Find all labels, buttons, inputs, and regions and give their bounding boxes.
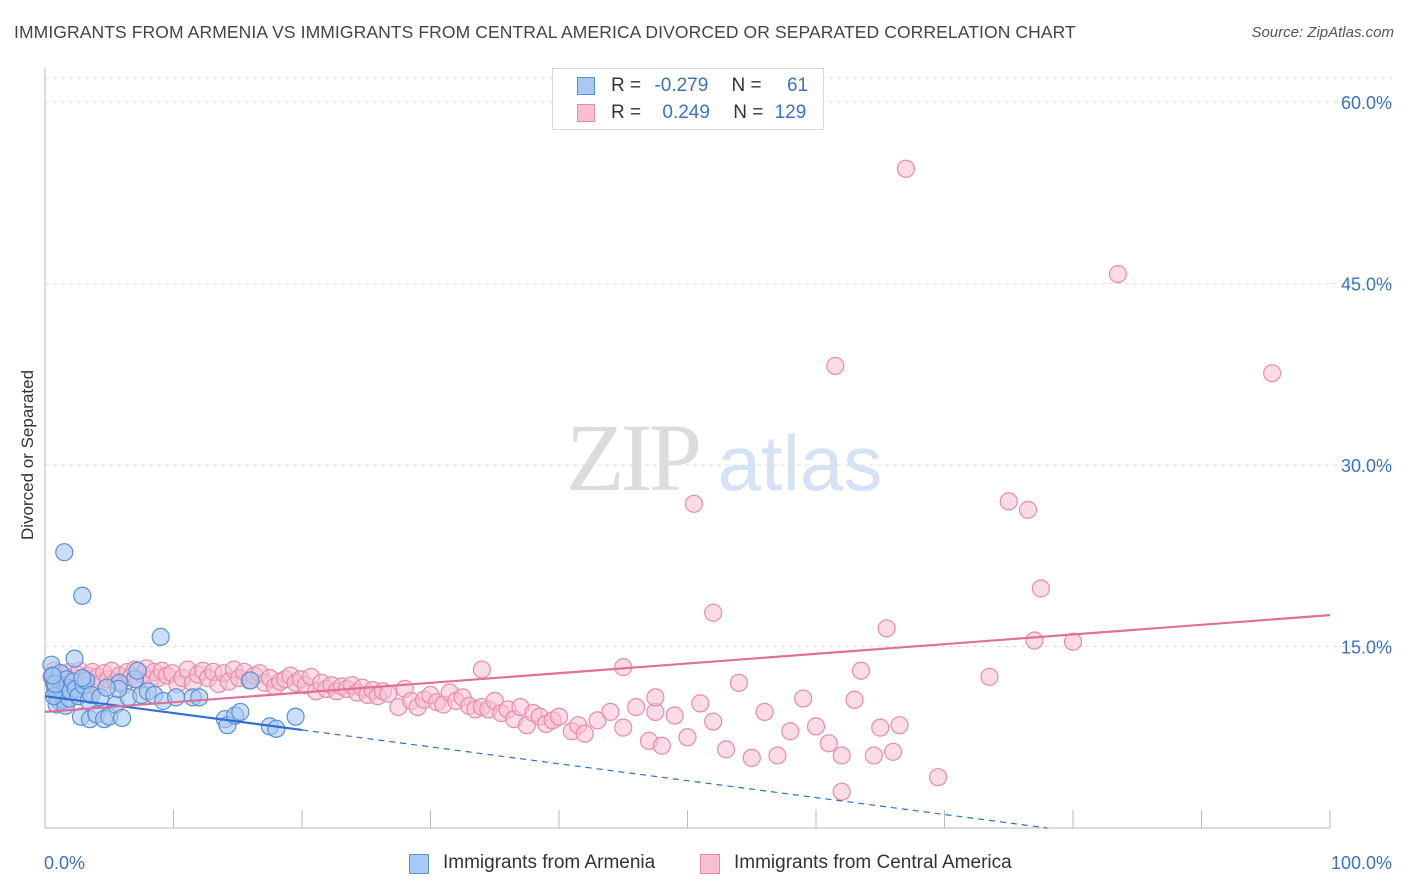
point-armenia xyxy=(128,661,147,680)
point-central-america xyxy=(575,724,594,743)
point-central-america xyxy=(1263,364,1282,383)
point-armenia xyxy=(43,666,62,685)
bottom-legend-label-central-america: Immigrants from Central America xyxy=(734,852,1012,873)
point-central-america xyxy=(928,768,948,787)
point-central-america xyxy=(646,688,665,707)
legend-swatch-central-america xyxy=(577,104,595,122)
bottom-legend-swatch-central-america xyxy=(700,854,720,874)
point-central-america xyxy=(729,673,749,692)
bottom-legend-swatch-armenia xyxy=(409,854,429,874)
point-central-america xyxy=(819,734,838,753)
point-central-america xyxy=(626,697,646,717)
point-armenia xyxy=(97,678,116,697)
point-central-america xyxy=(883,742,903,761)
point-central-america xyxy=(665,706,684,725)
point-central-america xyxy=(1108,264,1128,284)
y-tick-label: 45.0% xyxy=(1341,275,1392,295)
point-central-america xyxy=(1018,500,1038,519)
point-armenia xyxy=(231,702,250,721)
point-central-america xyxy=(832,782,851,801)
chart-title: IMMIGRANTS FROM ARMENIA VS IMMIGRANTS FR… xyxy=(14,22,1076,42)
grid-lines xyxy=(45,77,1392,648)
bottom-legend-label-armenia: Immigrants from Armenia xyxy=(443,852,656,873)
trend-line-armenia xyxy=(44,695,303,732)
legend-n-label: N = xyxy=(733,102,764,123)
point-armenia xyxy=(267,719,286,738)
point-central-america xyxy=(716,740,736,759)
series-armenia-points xyxy=(42,543,305,738)
point-armenia xyxy=(241,671,260,690)
point-central-america xyxy=(704,603,723,622)
point-central-america xyxy=(845,690,864,709)
x-tick-label-min: 0.0% xyxy=(44,853,85,873)
point-central-america xyxy=(684,494,704,513)
tick-labels: 15.0% 30.0% 45.0% 60.0% 0.0% 100.0% xyxy=(44,93,1392,873)
point-armenia xyxy=(73,586,92,605)
point-central-america xyxy=(999,492,1018,511)
y-axis-label: Divorced or Separated xyxy=(18,369,37,541)
y-tick-label: 30.0% xyxy=(1341,456,1392,476)
trend-lines xyxy=(44,614,1331,829)
point-central-america xyxy=(806,717,826,736)
point-central-america xyxy=(826,356,845,376)
point-central-america xyxy=(652,736,671,755)
point-armenia xyxy=(151,627,170,646)
legend-swatch-armenia xyxy=(577,77,595,95)
point-armenia xyxy=(55,543,74,562)
watermark-zip: ZIP xyxy=(566,404,699,511)
correlation-legend: R = -0.279 N = 61 R = 0.249 N = 129 xyxy=(552,68,824,130)
point-central-america xyxy=(614,718,633,737)
legend-n-label: N = xyxy=(731,75,762,96)
point-central-america xyxy=(781,722,800,741)
point-central-america xyxy=(1063,632,1083,651)
watermark: ZIP atlas xyxy=(566,404,882,511)
legend-r-value: -0.279 xyxy=(654,75,709,96)
point-armenia xyxy=(190,688,209,707)
point-central-america xyxy=(601,702,620,721)
point-armenia xyxy=(73,668,92,688)
point-armenia xyxy=(65,649,84,668)
legend-n-value: 61 xyxy=(786,75,809,96)
point-central-america xyxy=(871,718,890,737)
point-central-america xyxy=(742,748,761,767)
chart-source: Source: ZipAtlas.com xyxy=(1251,24,1394,41)
y-tick-label: 15.0% xyxy=(1341,638,1392,658)
axes xyxy=(44,68,1331,829)
point-central-america xyxy=(549,707,569,726)
point-armenia xyxy=(286,707,305,726)
point-central-america xyxy=(896,159,916,178)
trend-line-central-america xyxy=(44,614,1331,713)
y-tick-label: 60.0% xyxy=(1341,93,1392,113)
point-armenia xyxy=(112,708,132,728)
point-central-america xyxy=(768,746,787,765)
point-central-america xyxy=(1031,579,1050,598)
legend-n-value: 129 xyxy=(774,102,807,123)
point-central-america xyxy=(794,689,813,708)
watermark-atlas: atlas xyxy=(718,419,883,507)
point-central-america xyxy=(704,712,723,731)
legend-r-label: R = xyxy=(611,102,642,123)
point-central-america xyxy=(832,746,851,765)
legend-r-value: 0.249 xyxy=(662,102,710,123)
point-central-america xyxy=(678,728,697,747)
trend-line-armenia-extension xyxy=(301,729,1048,829)
point-central-america xyxy=(864,746,883,765)
point-central-america xyxy=(755,702,774,721)
point-central-america xyxy=(588,711,607,730)
point-central-america xyxy=(851,661,871,680)
point-central-america xyxy=(691,694,710,713)
x-tick-label-max: 100.0% xyxy=(1331,853,1392,873)
point-central-america xyxy=(980,667,999,686)
point-central-america xyxy=(472,660,491,679)
point-central-america xyxy=(890,716,909,735)
legend-r-label: R = xyxy=(611,75,642,96)
point-central-america xyxy=(877,619,896,638)
point-central-america xyxy=(1025,631,1044,650)
